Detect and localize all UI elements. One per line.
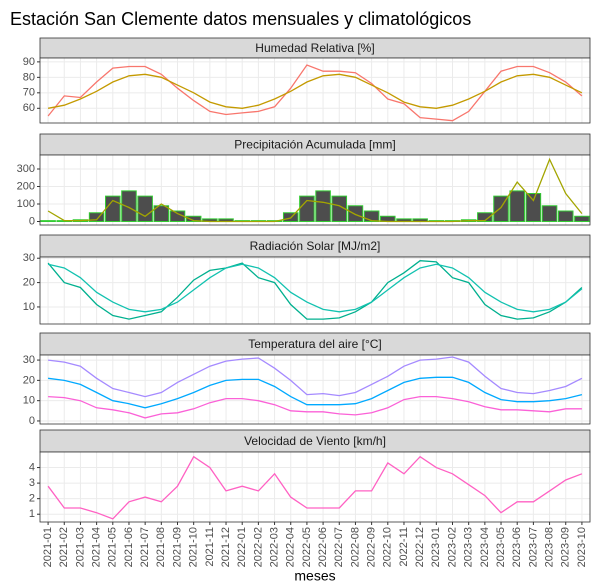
x-tick-label: 2021-06 bbox=[123, 527, 135, 567]
x-tick-label: 2022-03 bbox=[268, 527, 280, 567]
line bbox=[47, 263, 583, 313]
bar bbox=[347, 205, 364, 222]
panel-background bbox=[40, 58, 590, 123]
line bbox=[47, 455, 583, 520]
x-tick-label: 2023-06 bbox=[511, 527, 523, 567]
x-tick-label: 2021-10 bbox=[188, 527, 200, 567]
panel-title: Radiación Solar [MJ/m2] bbox=[250, 239, 381, 253]
x-tick-label: 2021-12 bbox=[220, 527, 232, 567]
bar bbox=[88, 212, 105, 222]
x-tick-label: 2021-03 bbox=[74, 527, 86, 567]
panel-background bbox=[40, 257, 590, 324]
x-tick-label: 2022-02 bbox=[252, 527, 264, 567]
x-tick-label: 2022-12 bbox=[414, 527, 426, 567]
line bbox=[48, 376, 583, 409]
line bbox=[47, 64, 583, 122]
panel-border bbox=[39, 354, 591, 425]
y-tick-label: 90 bbox=[23, 56, 35, 68]
x-tick-label: 2023-08 bbox=[543, 527, 555, 567]
y-tick-label: 60 bbox=[23, 102, 35, 114]
x-tick-label: 2022-06 bbox=[317, 527, 329, 567]
line bbox=[47, 260, 583, 320]
panel-background bbox=[40, 355, 590, 424]
y-tick-label: 70 bbox=[23, 87, 35, 99]
bar bbox=[185, 215, 202, 222]
y-tick-label: 200 bbox=[17, 180, 35, 192]
y-tick-label: 2 bbox=[29, 493, 35, 505]
y-tick-label: 20 bbox=[23, 276, 35, 288]
bar bbox=[477, 212, 493, 222]
x-tick-label: 2021-01 bbox=[42, 527, 54, 567]
y-tick-label: 100 bbox=[17, 198, 35, 210]
y-tick-label: 300 bbox=[17, 163, 35, 175]
x-tick-label: 2023-02 bbox=[446, 527, 458, 567]
y-tick-label: 20 bbox=[23, 374, 35, 386]
bar bbox=[153, 205, 170, 222]
chart-title: Estación San Clemente datos mensuales y … bbox=[10, 9, 471, 29]
panel-border bbox=[39, 451, 591, 523]
y-tick-label: 3 bbox=[29, 477, 35, 489]
line bbox=[48, 395, 582, 419]
panel-title: Precipitación Acumulada [mm] bbox=[234, 138, 395, 152]
x-tick-label: 2021-02 bbox=[58, 527, 70, 567]
x-axis-label: meses bbox=[294, 568, 335, 584]
panel-title: Temperatura del aire [°C] bbox=[248, 337, 382, 351]
x-tick-label: 2022-08 bbox=[349, 527, 361, 567]
y-tick-label: 1 bbox=[29, 508, 35, 520]
y-tick-label: 30 bbox=[23, 252, 35, 264]
x-tick-label: 2023-01 bbox=[430, 527, 442, 567]
x-tick-label: 2023-03 bbox=[463, 527, 475, 567]
x-tick-label: 2023-10 bbox=[576, 527, 588, 567]
x-tick-label: 2023-07 bbox=[527, 527, 539, 567]
bar bbox=[121, 190, 137, 222]
panel-title: Velocidad de Viento [km/h] bbox=[244, 434, 386, 448]
x-tick-label: 2022-04 bbox=[285, 527, 297, 567]
y-tick-label: 0 bbox=[29, 415, 35, 427]
bar bbox=[40, 220, 56, 222]
x-tick-label: 2021-11 bbox=[204, 527, 216, 567]
panel-border bbox=[39, 256, 591, 325]
bar bbox=[525, 193, 542, 222]
x-tick-label: 2021-04 bbox=[91, 527, 103, 567]
x-tick-label: 2021-08 bbox=[155, 527, 167, 567]
bar bbox=[541, 205, 558, 222]
x-tick-label: 2021-09 bbox=[171, 527, 183, 567]
panel-background bbox=[40, 452, 590, 522]
line bbox=[48, 356, 583, 398]
bar bbox=[557, 210, 574, 222]
x-tick-label: 2022-10 bbox=[382, 527, 394, 567]
x-tick-label: 2023-04 bbox=[479, 527, 491, 567]
bar bbox=[509, 190, 525, 222]
bar bbox=[331, 195, 348, 222]
x-tick-label: 2022-09 bbox=[366, 527, 378, 567]
y-tick-label: 30 bbox=[23, 354, 35, 366]
x-tick-label: 2022-05 bbox=[301, 527, 313, 567]
panel-border bbox=[39, 154, 591, 226]
bar bbox=[137, 195, 153, 222]
y-tick-label: 10 bbox=[23, 301, 35, 313]
line bbox=[47, 73, 583, 109]
bar bbox=[363, 210, 380, 222]
y-tick-label: 10 bbox=[23, 395, 35, 407]
y-tick-label: 80 bbox=[23, 71, 35, 83]
bar bbox=[574, 215, 590, 222]
y-tick-label: 0 bbox=[29, 215, 35, 227]
bar bbox=[315, 190, 331, 222]
panel-border bbox=[39, 57, 591, 124]
x-tick-label: 2022-01 bbox=[236, 527, 248, 567]
y-tick-label: 4 bbox=[29, 461, 35, 473]
x-tick-label: 2021-05 bbox=[107, 527, 119, 567]
panel-title: Humedad Relativa [%] bbox=[255, 41, 374, 55]
x-tick-label: 2023-09 bbox=[560, 527, 572, 567]
x-tick-label: 2022-07 bbox=[333, 527, 345, 567]
x-tick-label: 2021-07 bbox=[139, 527, 151, 567]
x-tick-label: 2022-11 bbox=[398, 527, 410, 567]
line bbox=[47, 157, 583, 223]
x-tick-label: 2023-05 bbox=[495, 527, 507, 567]
